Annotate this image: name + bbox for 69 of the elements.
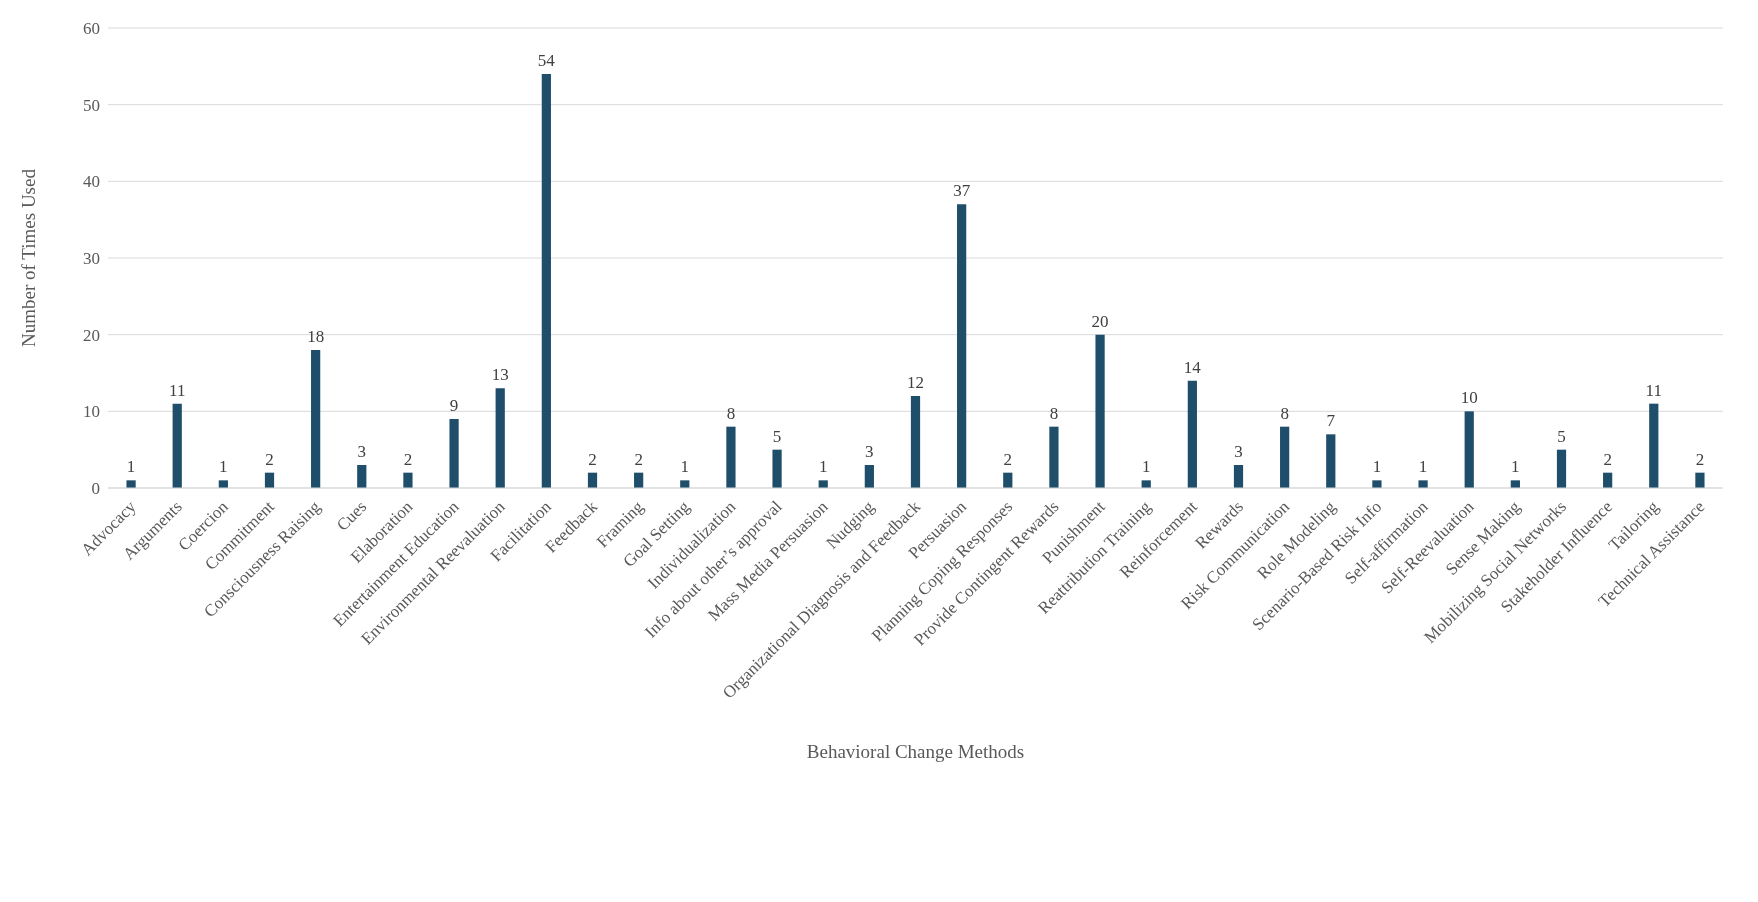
bar <box>495 388 505 488</box>
bar <box>1233 465 1244 488</box>
data-label: 2 <box>634 449 643 469</box>
y-axis-title: Number of Times Used <box>17 168 39 347</box>
bar <box>311 350 321 488</box>
x-axis-title: Behavioral Change Methods <box>806 741 1025 762</box>
y-tick-label: 50 <box>83 95 100 115</box>
data-label: 9 <box>449 396 459 415</box>
y-tick-label: 20 <box>83 325 100 345</box>
data-label: 11 <box>169 380 186 400</box>
data-label: 5 <box>1557 426 1566 446</box>
bar <box>449 419 459 488</box>
data-label: 13 <box>491 365 509 385</box>
data-label: 1 <box>1372 457 1382 477</box>
data-label: 2 <box>403 449 413 469</box>
bar <box>1372 480 1382 488</box>
data-label: 7 <box>1326 411 1336 431</box>
data-label: 3 <box>357 442 367 461</box>
data-label: 5 <box>772 426 782 446</box>
bar <box>1326 434 1336 488</box>
data-label: 2 <box>1695 449 1705 469</box>
data-label: 1 <box>126 457 136 477</box>
bar <box>1464 411 1474 488</box>
bar <box>772 449 782 488</box>
data-label: 18 <box>307 327 325 346</box>
bar <box>172 403 182 488</box>
bar <box>403 472 413 488</box>
data-label: 1 <box>818 457 828 477</box>
data-label: 1 <box>219 457 228 477</box>
bar <box>541 74 551 488</box>
bar <box>126 480 136 488</box>
bar <box>1556 449 1567 488</box>
data-label: 37 <box>953 181 971 201</box>
y-tick-label: 0 <box>91 479 100 499</box>
bar <box>1049 426 1059 488</box>
data-label: 14 <box>1183 357 1202 377</box>
data-label: 1 <box>1511 457 1520 477</box>
data-label: 1 <box>1418 457 1428 477</box>
data-label: 1 <box>680 457 690 477</box>
data-label: 2 <box>588 449 597 469</box>
bar <box>357 465 367 488</box>
data-label: 1 <box>1141 457 1151 477</box>
data-label: 20 <box>1091 311 1109 331</box>
data-label: 11 <box>1645 380 1662 400</box>
data-label: 2 <box>1603 449 1612 469</box>
data-label: 2 <box>265 449 274 469</box>
bar <box>864 465 874 488</box>
data-label: 12 <box>907 373 924 392</box>
data-label: 8 <box>1049 403 1059 423</box>
bar <box>726 426 736 488</box>
y-tick-label: 10 <box>83 402 100 422</box>
bar <box>1095 334 1105 488</box>
data-label: 8 <box>1280 403 1289 423</box>
bar <box>1649 403 1659 488</box>
y-tick-label: 40 <box>83 172 100 192</box>
bar <box>910 396 921 488</box>
data-label: 54 <box>537 51 556 70</box>
data-label: 3 <box>1234 442 1243 461</box>
y-tick-label: 60 <box>83 19 100 39</box>
bar <box>1418 480 1428 488</box>
data-label: 10 <box>1460 388 1478 408</box>
data-label: 3 <box>865 442 874 461</box>
bar <box>957 204 967 488</box>
data-label: 8 <box>726 403 736 423</box>
data-label: 2 <box>1003 449 1013 469</box>
y-tick-label: 30 <box>83 249 100 269</box>
bar <box>1187 380 1197 488</box>
bar <box>1695 472 1705 488</box>
bar <box>1280 426 1290 488</box>
